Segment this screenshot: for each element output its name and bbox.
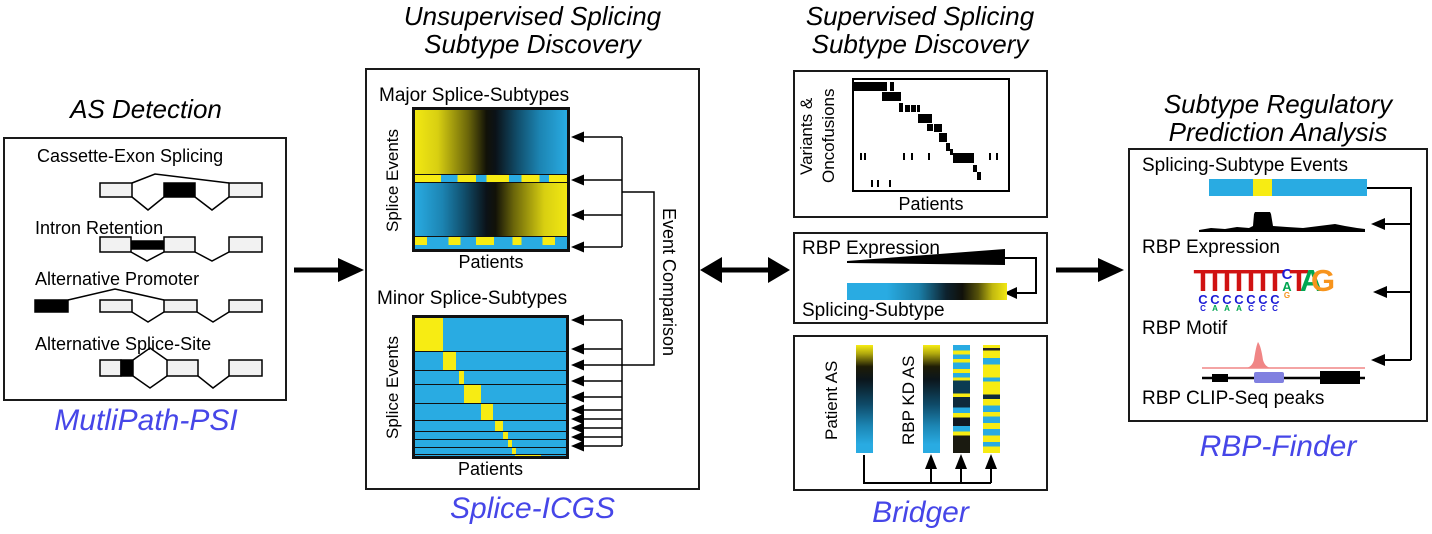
knockdown-box: Patient AS RBP KD AS bbox=[793, 335, 1048, 491]
regulatory-title: Subtype Regulatory Prediction Analysis bbox=[1163, 89, 1393, 147]
major-heatmap bbox=[412, 107, 570, 252]
expression-wedge-icon bbox=[847, 249, 1005, 265]
alternative-splice-site-label: Alternative Splice-Site bbox=[35, 334, 212, 354]
multipath-psi-label: MutliPath-PSI bbox=[54, 404, 238, 437]
rbp-motif-label: RBP Motif bbox=[1142, 318, 1228, 339]
patient-as-bar bbox=[856, 345, 873, 453]
cassette-exon-label: Cassette-Exon Splicing bbox=[37, 146, 224, 166]
arrow-right-icon-2 bbox=[1056, 258, 1124, 282]
patient-as-label: Patient AS bbox=[822, 360, 841, 440]
subtype-events-label: Splicing-Subtype Events bbox=[1142, 155, 1348, 176]
intron-retention-label: Intron Retention bbox=[35, 218, 164, 238]
variants-blocks-icon bbox=[854, 82, 998, 187]
rbp-expression-box: RBP Expression Splicing-Subtype bbox=[793, 232, 1048, 324]
variants-ylabel-line2: Oncofusions bbox=[819, 88, 838, 184]
variants-plot bbox=[852, 78, 1010, 192]
major-xlabel: Patients bbox=[458, 252, 524, 272]
as-detection-title: AS Detection bbox=[70, 94, 222, 124]
rbp-coverage-track-icon bbox=[1199, 212, 1365, 232]
feedback-arrow-icon bbox=[1003, 257, 1037, 299]
rbp-expression-label: RBP Expression bbox=[802, 238, 940, 259]
splicing-subtype-label: Splicing-Subtype bbox=[802, 300, 945, 321]
gene-structure-diagrams-icon bbox=[34, 173, 263, 389]
rbp-expression-label-2: RBP Expression bbox=[1142, 237, 1280, 258]
subtype-events-bar bbox=[1209, 179, 1367, 196]
rbp-kd-as-bar bbox=[923, 345, 940, 453]
alternative-promoter-label: Alternative Promoter bbox=[35, 269, 200, 289]
variants-ylabel-line1: Variants & bbox=[797, 97, 816, 175]
variants-oncofusions-box: Variants & Oncofusions bbox=[793, 70, 1048, 218]
rbp-finder-label: RBP-Finder bbox=[1199, 430, 1357, 463]
minor-xlabel: Patients bbox=[457, 459, 524, 479]
rbp-kd-as-label: RBP KD AS bbox=[899, 355, 918, 445]
splice-icgs-panel: Major Splice-Subtypes Splice Events Pati… bbox=[365, 68, 700, 490]
unsupervised-title: Unsupervised Splicing Subtype Discovery bbox=[403, 1, 662, 59]
minor-subtypes-label: Minor Splice-Subtypes bbox=[377, 288, 568, 309]
kd-result-bar-1 bbox=[953, 345, 970, 453]
event-comparison-connectors-icon bbox=[571, 131, 655, 452]
clip-peaks-label: RBP CLIP-Seq peaks bbox=[1142, 388, 1325, 409]
kd-result-bar-2 bbox=[983, 345, 1000, 453]
comparison-bracket-icon bbox=[863, 454, 997, 484]
double-arrow-icon bbox=[700, 257, 790, 283]
minor-heatmap bbox=[412, 315, 569, 459]
supervised-title: Supervised Splicing Subtype Discovery bbox=[805, 1, 1035, 59]
event-comparison-label: Event Comparison bbox=[659, 207, 679, 357]
major-subtypes-label: Major Splice-Subtypes bbox=[379, 85, 570, 106]
splicing-subtype-gradient-bar bbox=[847, 283, 1007, 300]
bridger-label: Bridger bbox=[872, 496, 969, 529]
variants-xlabel: Patients bbox=[898, 194, 964, 214]
arrow-right-icon bbox=[294, 258, 364, 282]
splice-icgs-label: Splice-ICGS bbox=[449, 492, 616, 525]
clip-seq-track-icon bbox=[1202, 342, 1365, 384]
as-detection-panel: Cassette-Exon Splicing Intron Retention … bbox=[3, 137, 287, 401]
rbp-finder-panel: Splicing-Subtype Events RBP Expression T… bbox=[1128, 148, 1428, 422]
regulatory-connectors-icon bbox=[1367, 187, 1412, 366]
